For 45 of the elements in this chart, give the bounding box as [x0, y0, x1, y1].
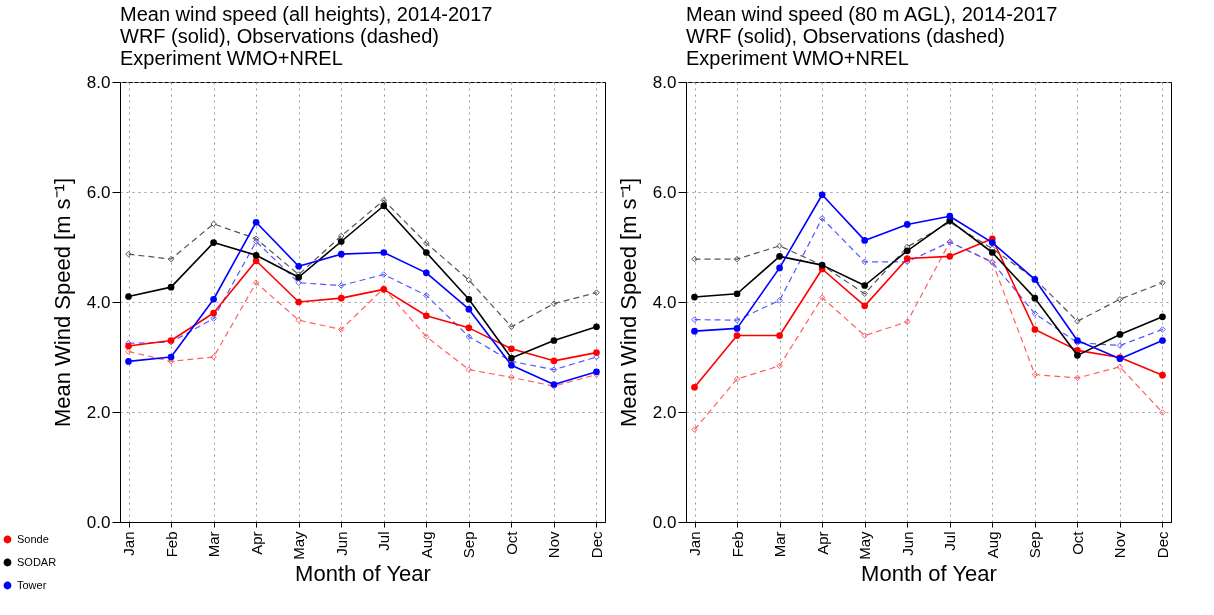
x-tick-label: Mar — [205, 531, 223, 558]
x-tick-label: Jan — [686, 531, 704, 556]
x-tick-label: Sep — [460, 531, 478, 559]
x-tick-label: Jul — [941, 531, 959, 551]
x-tick-label: Jan — [120, 531, 138, 556]
x-tick-label: Jun — [898, 531, 916, 556]
x-tick-label: Jun — [332, 531, 350, 556]
x-axis-title: Month of Year — [295, 560, 431, 586]
y-tick-label: 8.0 — [86, 72, 111, 92]
x-tick-label: Apr — [247, 531, 265, 555]
x-tick-label: Mar — [771, 531, 789, 558]
x-tick-label: Nov — [545, 531, 563, 559]
x-tick-label: Oct — [1068, 530, 1086, 555]
x-tick-label: Dec — [587, 531, 605, 559]
y-tick-label: 8.0 — [652, 72, 677, 92]
y-axis-title: Mean Wind Speed [m s⁻¹] — [615, 177, 641, 428]
y-tick-label: 0.0 — [86, 512, 111, 532]
x-tick-label: Oct — [502, 530, 520, 555]
y-tick-label: 4.0 — [86, 292, 111, 312]
x-tick-label: Dec — [1153, 531, 1171, 559]
chart-title: Mean wind speed (all heights), 2014-2017 — [120, 3, 493, 25]
y-tick-label: 6.0 — [86, 182, 111, 202]
y-tick-label: 0.0 — [652, 512, 677, 532]
x-tick-label: Nov — [1111, 531, 1129, 559]
legend-label: Tower — [17, 578, 47, 591]
x-tick-label: Aug — [983, 531, 1001, 559]
legend-label: SODAR — [17, 555, 57, 568]
x-tick-label: Jul — [375, 531, 393, 551]
x-tick-label: Feb — [162, 531, 180, 558]
x-tick-label: May — [856, 531, 874, 560]
legend-label: Sonde — [17, 532, 49, 545]
x-tick-label: Feb — [728, 531, 746, 558]
chart-subtitle: WRF (solid), Observations (dashed) Experiment WMO+NREL — [686, 25, 1005, 69]
x-tick-label: Aug — [417, 531, 435, 559]
x-tick-label: Sep — [1026, 531, 1044, 559]
y-tick-label: 2.0 — [652, 402, 677, 422]
y-tick-label: 6.0 — [652, 182, 677, 202]
x-axis-title: Month of Year — [861, 560, 997, 586]
x-tick-label: Apr — [813, 531, 831, 555]
y-tick-label: 2.0 — [86, 402, 111, 422]
chart-subtitle: WRF (solid), Observations (dashed) Experiment WMO+NREL — [120, 25, 439, 69]
x-tick-label: May — [290, 531, 308, 560]
chart-title: Mean wind speed (80 m AGL), 2014-2017 — [686, 3, 1058, 25]
y-tick-label: 4.0 — [652, 292, 677, 312]
y-axis-title: Mean Wind Speed [m s⁻¹] — [49, 177, 75, 428]
